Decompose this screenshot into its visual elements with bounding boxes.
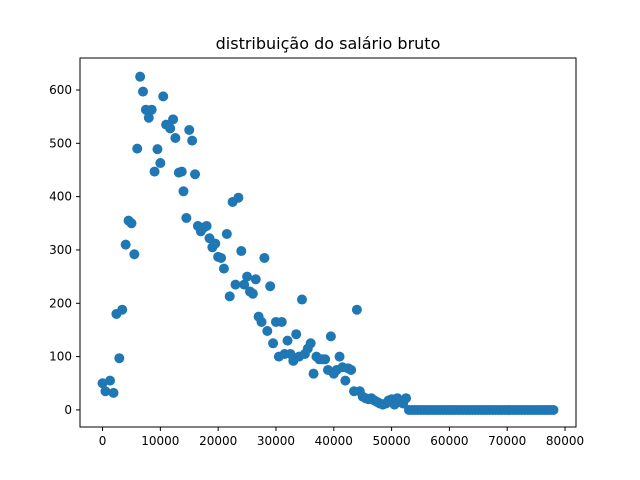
data-point — [165, 123, 176, 134]
data-point — [325, 331, 336, 342]
x-tick-label: 70000 — [488, 434, 526, 448]
data-point — [401, 393, 412, 404]
y-tick-label: 500 — [49, 136, 72, 150]
data-point — [233, 192, 244, 203]
y-tick-label: 0 — [64, 403, 72, 417]
data-point — [236, 246, 247, 257]
x-tick-label: 60000 — [430, 434, 468, 448]
x-tick-label: 80000 — [546, 434, 584, 448]
data-point — [256, 316, 267, 327]
data-point — [146, 104, 157, 115]
data-point — [135, 71, 146, 82]
data-point — [265, 281, 276, 292]
data-point — [168, 114, 179, 125]
data-point — [114, 353, 125, 364]
data-point — [143, 112, 154, 123]
data-point — [239, 279, 250, 290]
data-point — [155, 158, 166, 169]
data-point — [187, 135, 198, 146]
data-point — [351, 304, 362, 315]
x-tick-label: 0 — [99, 434, 107, 448]
data-point — [132, 143, 143, 154]
data-point — [210, 238, 221, 249]
data-point — [97, 378, 108, 389]
data-point — [259, 252, 270, 263]
data-point — [340, 375, 351, 386]
x-tick-label: 50000 — [372, 434, 410, 448]
data-point — [242, 271, 253, 282]
plot-frame — [79, 57, 577, 428]
data-point — [138, 86, 149, 97]
data-point — [221, 228, 232, 239]
data-point — [117, 304, 128, 315]
x-tick-label: 20000 — [199, 434, 237, 448]
y-tick-label: 100 — [49, 350, 72, 364]
data-point — [230, 279, 241, 290]
data-point — [152, 144, 163, 155]
data-point — [176, 166, 187, 177]
data-point — [305, 338, 316, 349]
data-point — [320, 354, 331, 365]
data-point — [282, 335, 293, 346]
data-point — [201, 220, 212, 231]
data-point — [262, 326, 273, 337]
data-point — [268, 338, 279, 349]
data-point — [291, 329, 302, 340]
y-tick-label: 600 — [49, 83, 72, 97]
data-point — [346, 364, 357, 375]
data-point — [158, 91, 169, 102]
data-point — [105, 375, 116, 386]
data-point — [149, 166, 160, 177]
x-tick-label: 40000 — [315, 434, 353, 448]
x-tick-label: 10000 — [141, 434, 179, 448]
data-point — [120, 239, 131, 250]
y-tick-label: 400 — [49, 190, 72, 204]
chart-title: distribuição do salário bruto — [216, 34, 441, 53]
data-point — [129, 249, 140, 260]
data-point — [334, 351, 345, 362]
data-point — [216, 252, 227, 263]
data-point — [308, 368, 319, 379]
data-point — [224, 291, 235, 302]
data-point — [100, 386, 111, 397]
data-point — [178, 186, 189, 197]
data-point — [190, 169, 201, 180]
data-point — [126, 218, 137, 229]
data-point — [548, 404, 559, 415]
x-tick-label: 30000 — [257, 434, 295, 448]
ticks-layer: 0 10000 20000 30000 40000 50000 60000 70000 8000… — [49, 83, 584, 448]
data-point — [184, 124, 195, 135]
data-point — [108, 387, 119, 398]
data-point — [276, 316, 287, 327]
data-point — [170, 132, 181, 143]
data-point — [296, 294, 307, 305]
y-tick-label: 200 — [49, 296, 72, 310]
data-point — [247, 288, 258, 299]
data-point — [181, 212, 192, 223]
data-point — [250, 274, 261, 285]
points-layer — [97, 71, 559, 415]
y-tick-label: 300 — [49, 243, 72, 257]
data-point — [218, 263, 229, 274]
